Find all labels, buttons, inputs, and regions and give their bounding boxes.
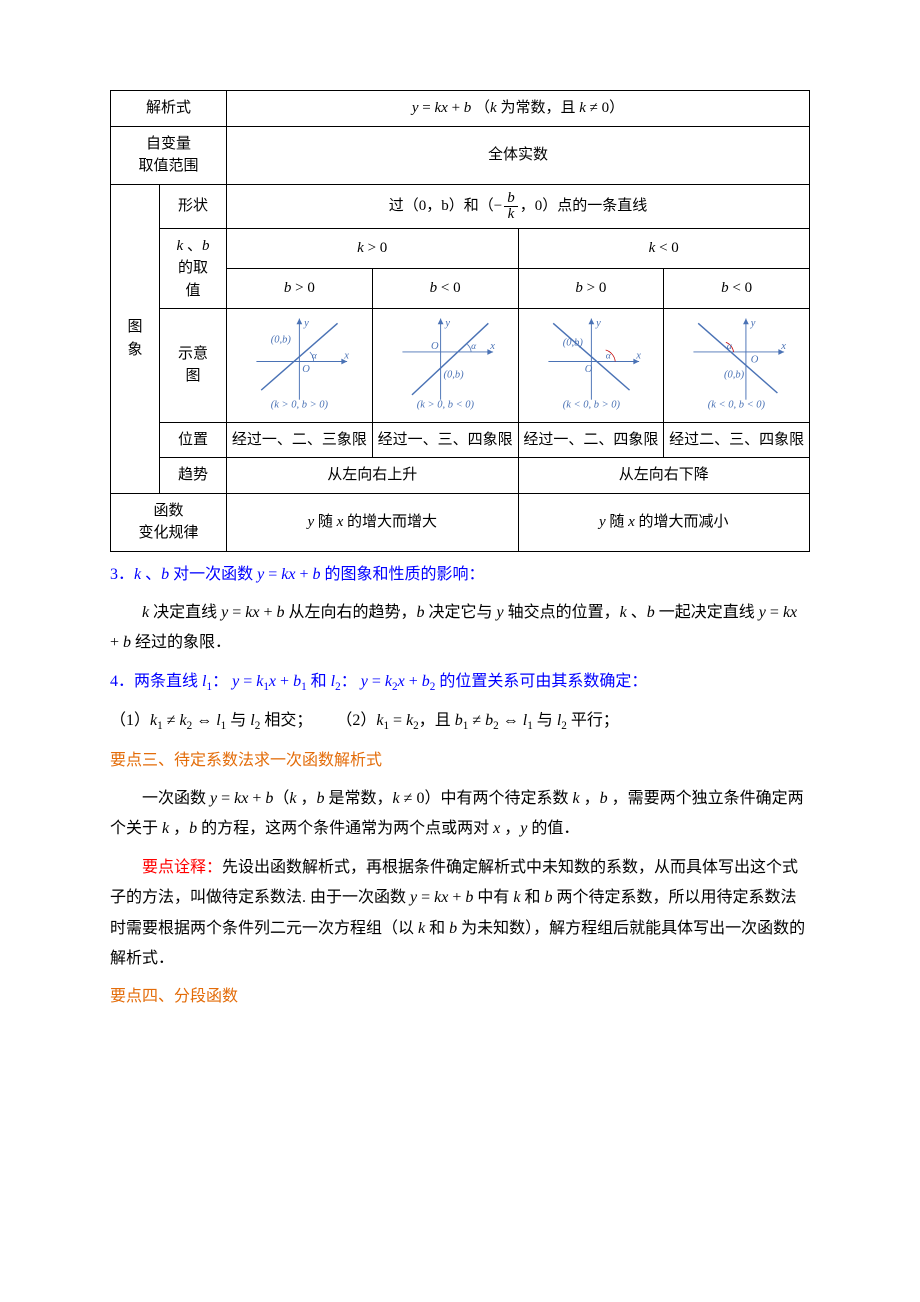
diagram-2: y x O (0,b) α (k > 0, b < 0) xyxy=(372,309,518,423)
svg-text:O: O xyxy=(751,354,759,365)
svg-text:y: y xyxy=(595,318,601,329)
cell-b-pos-1: b > 0 xyxy=(227,268,373,308)
properties-table: 解析式 y = kx + b （k 为常数，且 k ≠ 0） 自变量取值范围 全… xyxy=(110,90,810,552)
point-3-title: 要点三、待定系数法求一次函数解析式 xyxy=(110,746,810,776)
svg-text:x: x xyxy=(489,341,495,352)
section-4-items: （1）k1 ≠ k2 ⇔ l1 与 l2 相交； （2）k1 = k2，且 b1… xyxy=(110,706,810,737)
cell-func-label: 函数变化规律 xyxy=(111,493,227,551)
point-3-p2: 要点诠释：先设出函数解析式，再根据条件确定解析式中未知数的系数，从而具体写出这个… xyxy=(110,853,810,975)
svg-text:y: y xyxy=(303,318,309,329)
svg-text:(k < 0, b > 0): (k < 0, b > 0) xyxy=(562,399,620,410)
cell-shape-label: 形状 xyxy=(160,184,227,228)
cell-b-pos-2: b > 0 xyxy=(518,268,664,308)
cell-trend-down: 从左向右下降 xyxy=(518,458,810,494)
point-4-title: 要点四、分段函数 xyxy=(110,982,810,1012)
cell-shape-value: 过（0，b）和（−bk，0）点的一条直线 xyxy=(227,184,810,228)
cell-domain-label: 自变量取值范围 xyxy=(111,126,227,184)
section-3-body: k 决定直线 y = kx + b 从左向右的趋势，b 决定它与 y 轴交点的位… xyxy=(110,598,810,659)
cell-position-label: 位置 xyxy=(160,422,227,458)
svg-text:x: x xyxy=(635,351,641,362)
cell-diagram-label: 示意图 xyxy=(160,309,227,423)
svg-text:(k > 0, b < 0): (k > 0, b < 0) xyxy=(416,399,474,410)
cell-b-neg-1: b < 0 xyxy=(372,268,518,308)
svg-text:(0,b): (0,b) xyxy=(562,337,583,348)
cell-pos-1: 经过一、二、三象限 xyxy=(227,422,373,458)
svg-text:(k > 0, b > 0): (k > 0, b > 0) xyxy=(271,399,329,410)
cell-pos-2: 经过一、三、四象限 xyxy=(372,422,518,458)
cell-domain-value: 全体实数 xyxy=(227,126,810,184)
cell-k-neg: k < 0 xyxy=(518,228,810,268)
section-4-title: 4．两条直线 l1： y = k1x + b1 和 l2： y = k2x + … xyxy=(110,667,810,698)
svg-text:O: O xyxy=(584,364,592,375)
svg-text:O: O xyxy=(431,341,439,352)
svg-text:y: y xyxy=(444,318,450,329)
cell-graph-label: 图象 xyxy=(111,184,160,493)
cell-k-pos: k > 0 xyxy=(227,228,519,268)
cell-trend-label: 趋势 xyxy=(160,458,227,494)
diagram-4: y x O (0,b) α (k < 0, b < 0) xyxy=(664,309,810,423)
diagram-1: y x O (0,b) α (k > 0, b > 0) xyxy=(227,309,373,423)
svg-text:x: x xyxy=(780,341,786,352)
svg-text:(0,b): (0,b) xyxy=(271,334,292,345)
svg-text:(0,b): (0,b) xyxy=(443,370,464,381)
point-3-p1: 一次函数 y = kx + b（k ，b 是常数，k ≠ 0）中有两个待定系数 … xyxy=(110,784,810,845)
diagram-3: y x O (0,b) α (k < 0, b > 0) xyxy=(518,309,664,423)
cell-b-neg-2: b < 0 xyxy=(664,268,810,308)
cell-pos-3: 经过一、二、四象限 xyxy=(518,422,664,458)
cell-pos-4: 经过二、三、四象限 xyxy=(664,422,810,458)
cell-trend-up: 从左向右上升 xyxy=(227,458,519,494)
svg-text:α: α xyxy=(312,351,318,362)
svg-text:(k < 0, b < 0): (k < 0, b < 0) xyxy=(708,399,766,410)
svg-text:x: x xyxy=(343,351,349,362)
svg-text:α: α xyxy=(471,341,477,352)
svg-text:y: y xyxy=(750,318,756,329)
section-3-title: 3．k 、b 对一次函数 y = kx + b 的图象和性质的影响： xyxy=(110,560,810,590)
cell-func-inc: y 随 x 的增大而增大 xyxy=(227,493,519,551)
svg-text:O: O xyxy=(302,364,310,375)
svg-text:(0,b): (0,b) xyxy=(724,370,745,381)
cell-func-dec: y 随 x 的增大而减小 xyxy=(518,493,810,551)
cell-expr-label: 解析式 xyxy=(111,91,227,127)
cell-kb-label: k 、b的取值 xyxy=(160,228,227,309)
cell-expr-value: y = kx + b （k 为常数，且 k ≠ 0） xyxy=(227,91,810,127)
